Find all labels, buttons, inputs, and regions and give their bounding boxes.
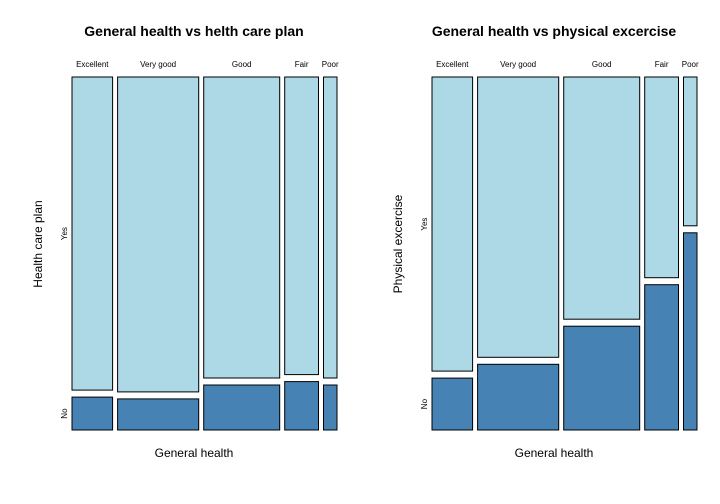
tile-poor-yes — [683, 76, 698, 227]
chart-title: General health vs helth care plan — [84, 23, 303, 39]
column-label: Good — [592, 60, 612, 69]
tile-very-good-yes — [117, 76, 200, 393]
column-label: Poor — [322, 60, 339, 69]
row-label: No — [60, 408, 69, 419]
tile-good-no — [563, 325, 641, 431]
tile-excellent-no — [71, 396, 114, 431]
column-label: Poor — [682, 60, 699, 69]
tile-good-yes — [563, 76, 641, 320]
tile-poor-no — [683, 232, 698, 431]
row-label: No — [420, 398, 429, 409]
y-axis-label: Physical excercise — [391, 194, 405, 293]
tile-good-yes — [203, 76, 281, 379]
column-label: Very good — [140, 60, 176, 69]
column-label: Excellent — [76, 60, 109, 69]
column-labels: Excellent Very good Good Fair Poor — [436, 60, 699, 69]
column-label: Excellent — [436, 60, 469, 69]
y-axis-label: Health care plan — [31, 200, 45, 287]
mosaic-plot-health-care-plan: General health vs helth care plan Genera… — [31, 23, 339, 460]
mosaic-tiles — [431, 76, 698, 431]
column-label: Fair — [655, 60, 669, 69]
chart-title: General health vs physical excercise — [432, 23, 677, 39]
mosaic-plot-physical-exercise: General health vs physical excercise Gen… — [391, 23, 699, 460]
x-axis-label: General health — [155, 446, 234, 460]
row-labels: Yes No — [60, 227, 69, 419]
tile-poor-yes — [323, 76, 338, 379]
tile-poor-no — [323, 384, 338, 431]
column-label: Very good — [500, 60, 536, 69]
tile-excellent-no — [431, 377, 474, 431]
tile-very-good-yes — [477, 76, 560, 358]
tile-fair-no — [644, 284, 680, 431]
tile-excellent-yes — [71, 76, 114, 391]
column-label: Good — [232, 60, 252, 69]
row-labels: Yes No — [420, 218, 429, 410]
tile-excellent-yes — [431, 76, 474, 372]
tile-fair-yes — [284, 76, 320, 376]
mosaic-tiles — [71, 76, 338, 431]
tile-good-no — [203, 384, 281, 431]
tile-fair-yes — [644, 76, 680, 279]
tile-fair-no — [284, 381, 320, 431]
row-label: Yes — [60, 227, 69, 240]
column-label: Fair — [295, 60, 309, 69]
row-label: Yes — [420, 218, 429, 231]
x-axis-label: General health — [515, 446, 594, 460]
tile-very-good-no — [477, 363, 560, 431]
tile-very-good-no — [117, 398, 200, 431]
column-labels: Excellent Very good Good Fair Poor — [76, 60, 339, 69]
